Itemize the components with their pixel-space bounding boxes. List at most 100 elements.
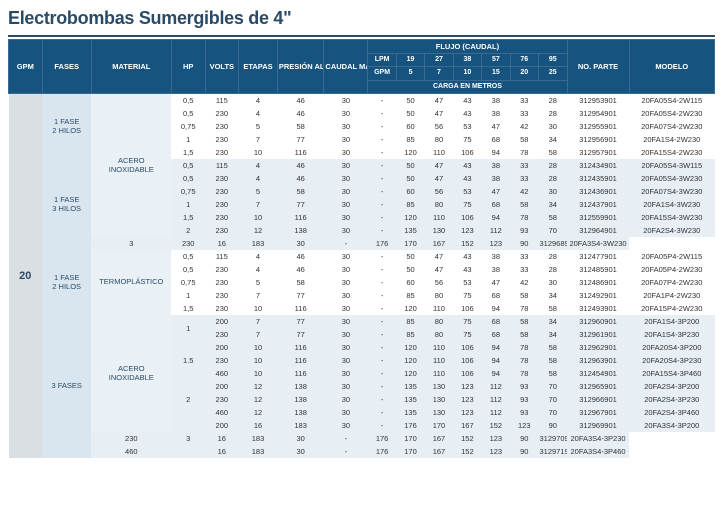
data-cell: 58 xyxy=(539,302,568,315)
data-cell: 7 xyxy=(239,289,278,302)
data-cell: 75 xyxy=(453,133,481,146)
data-cell: 312965901 xyxy=(567,380,629,393)
data-cell: 30 xyxy=(324,341,368,354)
data-cell: 20FA3S4-3P200 xyxy=(629,419,714,432)
data-cell: 80 xyxy=(425,289,453,302)
data-cell: 106 xyxy=(453,354,481,367)
data-cell: 28 xyxy=(539,159,568,172)
data-cell: 68 xyxy=(482,328,510,341)
data-cell: 135 xyxy=(396,393,424,406)
data-cell: 7 xyxy=(239,328,278,341)
th-gpm-val: 10 xyxy=(453,67,481,80)
data-cell: 80 xyxy=(425,328,453,341)
data-cell: 30 xyxy=(539,120,568,133)
data-cell: 230 xyxy=(205,302,239,315)
data-cell: 50 xyxy=(396,94,424,108)
data-cell: 312964901 xyxy=(567,224,629,237)
data-cell: 123 xyxy=(482,432,510,445)
data-cell: 20FA3S4-3P460 xyxy=(567,445,629,458)
data-cell: 116 xyxy=(277,341,324,354)
data-cell: 30 xyxy=(324,289,368,302)
data-cell: 20FA20S4-3P230 xyxy=(629,354,714,367)
data-cell: 10 xyxy=(239,367,278,380)
data-cell: 50 xyxy=(396,172,424,185)
data-cell: 30 xyxy=(277,237,324,250)
data-cell: 34 xyxy=(539,198,568,211)
data-cell: 70 xyxy=(539,406,568,419)
data-cell: 2 xyxy=(171,224,205,237)
data-cell: 20FA1S4-3P200 xyxy=(629,315,714,328)
data-cell: 106 xyxy=(453,341,481,354)
data-cell: 312962901 xyxy=(567,341,629,354)
data-cell: 85 xyxy=(396,198,424,211)
data-cell: 58 xyxy=(539,367,568,380)
data-cell: 34 xyxy=(539,328,568,341)
data-cell: - xyxy=(368,172,396,185)
data-cell: 80 xyxy=(425,198,453,211)
data-cell: 230 xyxy=(91,432,171,445)
data-cell: 312971901 xyxy=(539,445,568,458)
data-cell: 93 xyxy=(510,380,538,393)
data-cell: 230 xyxy=(205,328,239,341)
data-cell: 80 xyxy=(425,133,453,146)
data-cell: 94 xyxy=(482,341,510,354)
data-cell: 152 xyxy=(453,445,481,458)
data-cell: 4 xyxy=(239,172,278,185)
data-cell: 120 xyxy=(396,341,424,354)
data-cell: 58 xyxy=(510,133,538,146)
data-cell: 94 xyxy=(482,302,510,315)
data-cell: 70 xyxy=(539,393,568,406)
data-cell: 30 xyxy=(324,315,368,328)
data-cell: 20FA05S4-3W230 xyxy=(629,172,714,185)
data-cell: 116 xyxy=(277,367,324,380)
data-cell: 20FA07P4-2W230 xyxy=(629,276,714,289)
data-cell: 85 xyxy=(396,289,424,302)
data-cell: 20FA05P4-2W115 xyxy=(629,250,714,263)
data-cell: 42 xyxy=(510,120,538,133)
table-body: 201 FASE2 HILOSACEROINOXIDABLE0,51154463… xyxy=(9,94,715,459)
data-cell: 120 xyxy=(396,146,424,159)
data-cell: 1 xyxy=(171,198,205,211)
data-cell: 38 xyxy=(482,172,510,185)
th-hp: HP xyxy=(171,40,205,94)
data-cell: 30 xyxy=(324,367,368,380)
data-cell: 28 xyxy=(539,172,568,185)
data-cell: 58 xyxy=(510,328,538,341)
data-cell: 77 xyxy=(277,315,324,328)
data-cell: 12 xyxy=(239,406,278,419)
data-cell: 46 xyxy=(277,94,324,108)
data-cell: 138 xyxy=(277,393,324,406)
data-cell: 20FA1P4-2W230 xyxy=(629,289,714,302)
data-cell: 152 xyxy=(453,432,481,445)
th-no-parte: NO. PARTE xyxy=(567,40,629,94)
data-cell: 138 xyxy=(277,224,324,237)
table-row: 2301618330-1761701671521239031297090120F… xyxy=(9,432,715,445)
data-cell: - xyxy=(368,198,396,211)
data-cell: 75 xyxy=(453,289,481,302)
data-cell: 30 xyxy=(324,419,368,432)
data-cell: 230 xyxy=(205,185,239,198)
data-cell: 38 xyxy=(482,94,510,108)
th-gpm: GPM xyxy=(9,40,43,94)
data-cell: - xyxy=(368,211,396,224)
data-cell: - xyxy=(368,367,396,380)
data-cell: - xyxy=(368,302,396,315)
data-cell: 30 xyxy=(324,380,368,393)
data-cell: 43 xyxy=(453,107,481,120)
data-cell: 312955901 xyxy=(567,120,629,133)
data-cell: 200 xyxy=(205,380,239,393)
th-lpm: LPM xyxy=(368,54,396,67)
data-cell: 56 xyxy=(425,120,453,133)
th-lpm-val: 76 xyxy=(510,54,538,67)
data-cell: 20FA07S4-3W230 xyxy=(629,185,714,198)
data-cell: 312969901 xyxy=(567,419,629,432)
data-cell: 123 xyxy=(482,445,510,458)
data-cell: 33 xyxy=(510,172,538,185)
data-cell: 230 xyxy=(205,276,239,289)
data-cell: 58 xyxy=(510,289,538,302)
data-cell: 112 xyxy=(482,224,510,237)
th-lpm-val: 19 xyxy=(396,54,424,67)
fase-cell: 1 FASE2 HILOS xyxy=(42,250,91,315)
data-cell: 78 xyxy=(510,367,538,380)
data-cell: 0,5 xyxy=(171,107,205,120)
